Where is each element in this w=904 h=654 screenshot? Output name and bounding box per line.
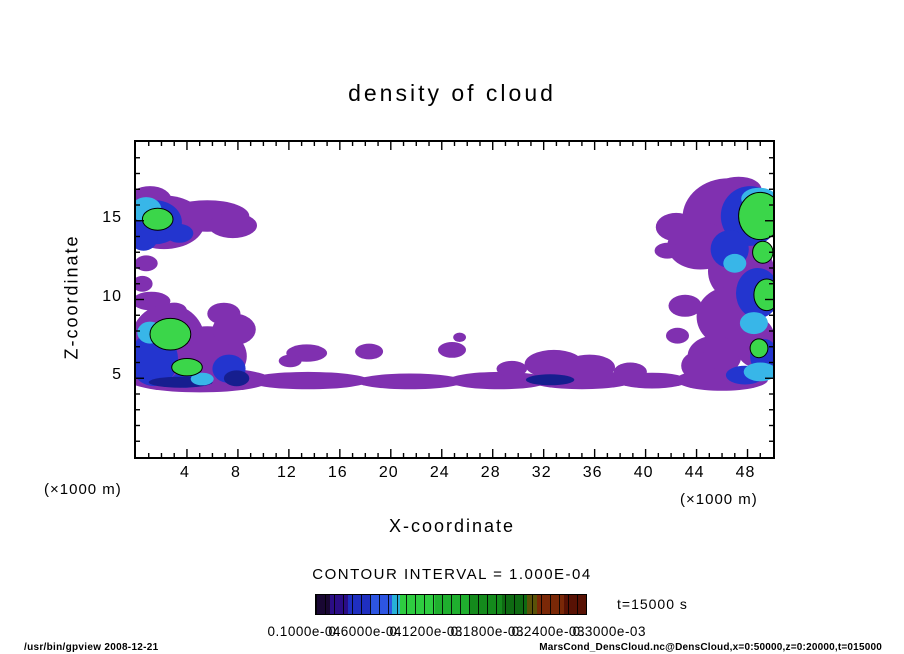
cloud-region xyxy=(355,343,384,360)
plot-area xyxy=(134,140,775,459)
cloud-region xyxy=(438,342,466,358)
x-tick-labels: 4 8 12 16 20 24 28 32 36 40 44 48 xyxy=(134,464,771,486)
cloud-region xyxy=(136,255,158,272)
cloud-region xyxy=(738,191,773,241)
footer-dataset-info: MarsCond_DensCloud.nc@DensCloud,x=0:5000… xyxy=(539,642,882,653)
cloud-region xyxy=(739,312,768,335)
cloud-region xyxy=(654,242,680,259)
footer-command: /usr/bin/gpview 2008-12-21 xyxy=(24,642,159,653)
time-label: t=15000 s xyxy=(617,596,688,612)
page-title: density of cloud xyxy=(348,80,556,106)
y-tick-label: 5 xyxy=(112,366,122,384)
cloud-region xyxy=(496,360,528,377)
x-tick-label: 28 xyxy=(480,464,501,481)
cloud-region xyxy=(681,351,715,380)
x-tick-label: 44 xyxy=(684,464,705,481)
x-tick-label: 20 xyxy=(378,464,399,481)
cloud-region xyxy=(356,373,464,390)
cloud-region xyxy=(525,374,575,386)
cloud-region xyxy=(613,362,647,382)
cloud-region xyxy=(448,371,551,390)
colorbar-value-label: 0.3000e-03 xyxy=(572,624,646,639)
cloud-region xyxy=(207,302,241,325)
colorbar xyxy=(315,594,587,615)
cloud-region xyxy=(723,253,747,273)
colorbar-value-label: 0.1200e-03 xyxy=(389,624,463,639)
x-tick-label: 32 xyxy=(531,464,552,481)
cloud-region xyxy=(165,224,194,243)
x-tick-label: 8 xyxy=(230,464,241,481)
cloud-region xyxy=(141,207,174,231)
cloud-region xyxy=(655,212,697,242)
x-tick-label: 40 xyxy=(633,464,654,481)
cloud-region xyxy=(666,327,689,344)
cloud-region xyxy=(564,354,615,380)
cloud-region xyxy=(161,302,187,319)
y-tick-label: 10 xyxy=(102,287,122,305)
cloud-field-svg xyxy=(136,142,773,457)
cloud-region xyxy=(246,371,370,390)
cloud-region xyxy=(278,354,302,368)
colorbar-tick-marks xyxy=(316,595,586,614)
colorbar-value-label: 0.1800e-03 xyxy=(450,624,524,639)
cloud-region xyxy=(753,278,773,312)
y-tick-label: 15 xyxy=(102,208,122,226)
x-unit-label-right: (×1000 m) xyxy=(680,491,758,508)
cloud-region xyxy=(136,225,158,251)
x-tick-label: 36 xyxy=(582,464,603,481)
x-tick-label: 12 xyxy=(276,464,297,481)
colorbar-value-label: 0.2400e-03 xyxy=(511,624,585,639)
x-tick-label: 4 xyxy=(180,464,190,481)
x-tick-label: 24 xyxy=(429,464,450,481)
cloud-region xyxy=(208,212,257,239)
x-axis-label: X-coordinate xyxy=(388,516,516,536)
contour-interval-label: CONTOUR INTERVAL = 1.000E-04 xyxy=(312,566,592,583)
x-unit-label-left: (×1000 m) xyxy=(44,481,122,498)
y-axis-label: Z-coordinate xyxy=(61,234,82,360)
cloud-region xyxy=(453,332,466,342)
colorbar-value-label: 0.6000e-04 xyxy=(328,624,402,639)
x-tick-label: 16 xyxy=(327,464,348,481)
cloud-region xyxy=(749,338,769,359)
cloud-region xyxy=(668,294,702,317)
cloud-region xyxy=(743,362,773,382)
colorbar-value-label: 0.1000e-04 xyxy=(267,624,341,639)
y-tick-labels: 5 10 15 xyxy=(84,140,128,455)
cloud-region xyxy=(136,275,153,292)
colorbar-labels: 0.1000e-04 0.6000e-04 0.1200e-03 0.1800e-03… xyxy=(268,624,646,642)
cloud-region xyxy=(171,358,203,377)
cloud-region xyxy=(223,370,250,387)
cloud-region xyxy=(190,372,214,386)
cloud-region xyxy=(149,317,192,351)
x-tick-label: 48 xyxy=(735,464,756,481)
